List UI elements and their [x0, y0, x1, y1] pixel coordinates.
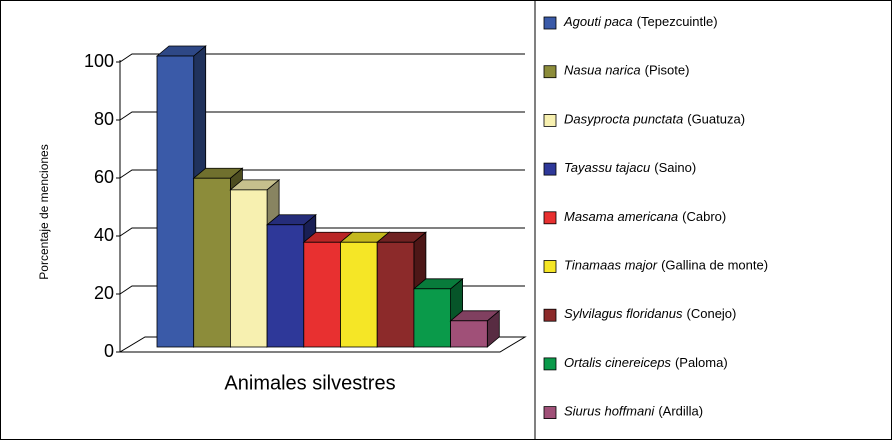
legend-label: Masama americana (Cabro)	[564, 209, 726, 224]
y-tick-label: 0	[104, 341, 114, 361]
legend-common: (Paloma)	[675, 355, 728, 370]
grid-line	[119, 111, 525, 121]
legend-common: (Conejo)	[687, 307, 737, 322]
legend-common: (Pisote)	[645, 63, 690, 78]
legend-common: (Ardilla)	[658, 404, 703, 419]
legend-species: Ortalis cinereiceps	[564, 355, 671, 370]
legend-common: (Guatuza)	[687, 112, 745, 127]
legend-label: Agouti paca (Tepezcuintle)	[563, 14, 718, 29]
bar-front	[450, 320, 488, 348]
y-tick-label: 20	[94, 283, 114, 303]
y-tick-label: 60	[94, 167, 114, 187]
grid-line	[119, 227, 525, 237]
legend-label: Sylvilagus floridanus (Conejo)	[564, 307, 736, 322]
legend-label: Nasua narica (Pisote)	[564, 63, 689, 78]
bar-front	[156, 55, 195, 348]
legend-common: (Cabro)	[682, 209, 726, 224]
legend-species: Agouti paca	[563, 14, 633, 29]
y-tick-label: 40	[94, 225, 114, 245]
legend-species: Tinamaas major	[564, 258, 658, 273]
legend-species: Siurus hoffmani	[564, 404, 655, 419]
legend-swatch	[543, 211, 557, 225]
legend-swatch	[543, 357, 557, 371]
bar-front	[413, 288, 451, 348]
legend-swatch	[543, 260, 557, 273]
bar-front	[340, 241, 378, 348]
bar	[449, 309, 501, 348]
legend-label: Tayassu tajacu (Saino)	[564, 161, 696, 176]
legend-swatch	[543, 162, 557, 176]
legend-label: Ortalis cinereiceps (Paloma)	[564, 355, 728, 370]
legend-swatch	[543, 406, 557, 420]
legend-label: Dasyprocta punctata (Guatuza)	[564, 112, 745, 127]
legend-swatch	[543, 308, 557, 322]
grid-line	[119, 53, 525, 63]
legend-species: Nasua narica	[564, 63, 641, 78]
y-tick-label: 80	[94, 109, 114, 129]
legend-species: Masama americana	[564, 209, 678, 224]
legend-common: (Saino)	[654, 161, 696, 176]
legend-label: Tinamaas major (Gallina de monte)	[564, 258, 768, 273]
legend-swatch	[543, 65, 557, 79]
legend-species: Tayassu tajacu	[564, 161, 650, 176]
bar-front	[266, 224, 305, 348]
legend-label: Siurus hoffmani (Ardilla)	[564, 404, 703, 419]
legend-species: Dasyprocta punctata	[564, 112, 683, 127]
legend-species: Sylvilagus floridanus	[564, 307, 683, 322]
legend-common: (Tepezcuintle)	[637, 14, 718, 29]
bar-front	[193, 177, 231, 348]
bar-front	[229, 189, 268, 348]
legend-swatch	[543, 16, 557, 30]
legend-common: (Gallina de monte)	[661, 258, 768, 273]
bar-front	[303, 241, 341, 348]
y-axis-label: Porcentaje de menciones	[37, 144, 51, 279]
y-tick-label: 100	[84, 51, 114, 71]
x-axis-label: Animales silvestres	[224, 372, 395, 394]
legend-swatch	[543, 114, 557, 127]
grid-line	[119, 169, 525, 179]
bar-front	[376, 241, 415, 348]
